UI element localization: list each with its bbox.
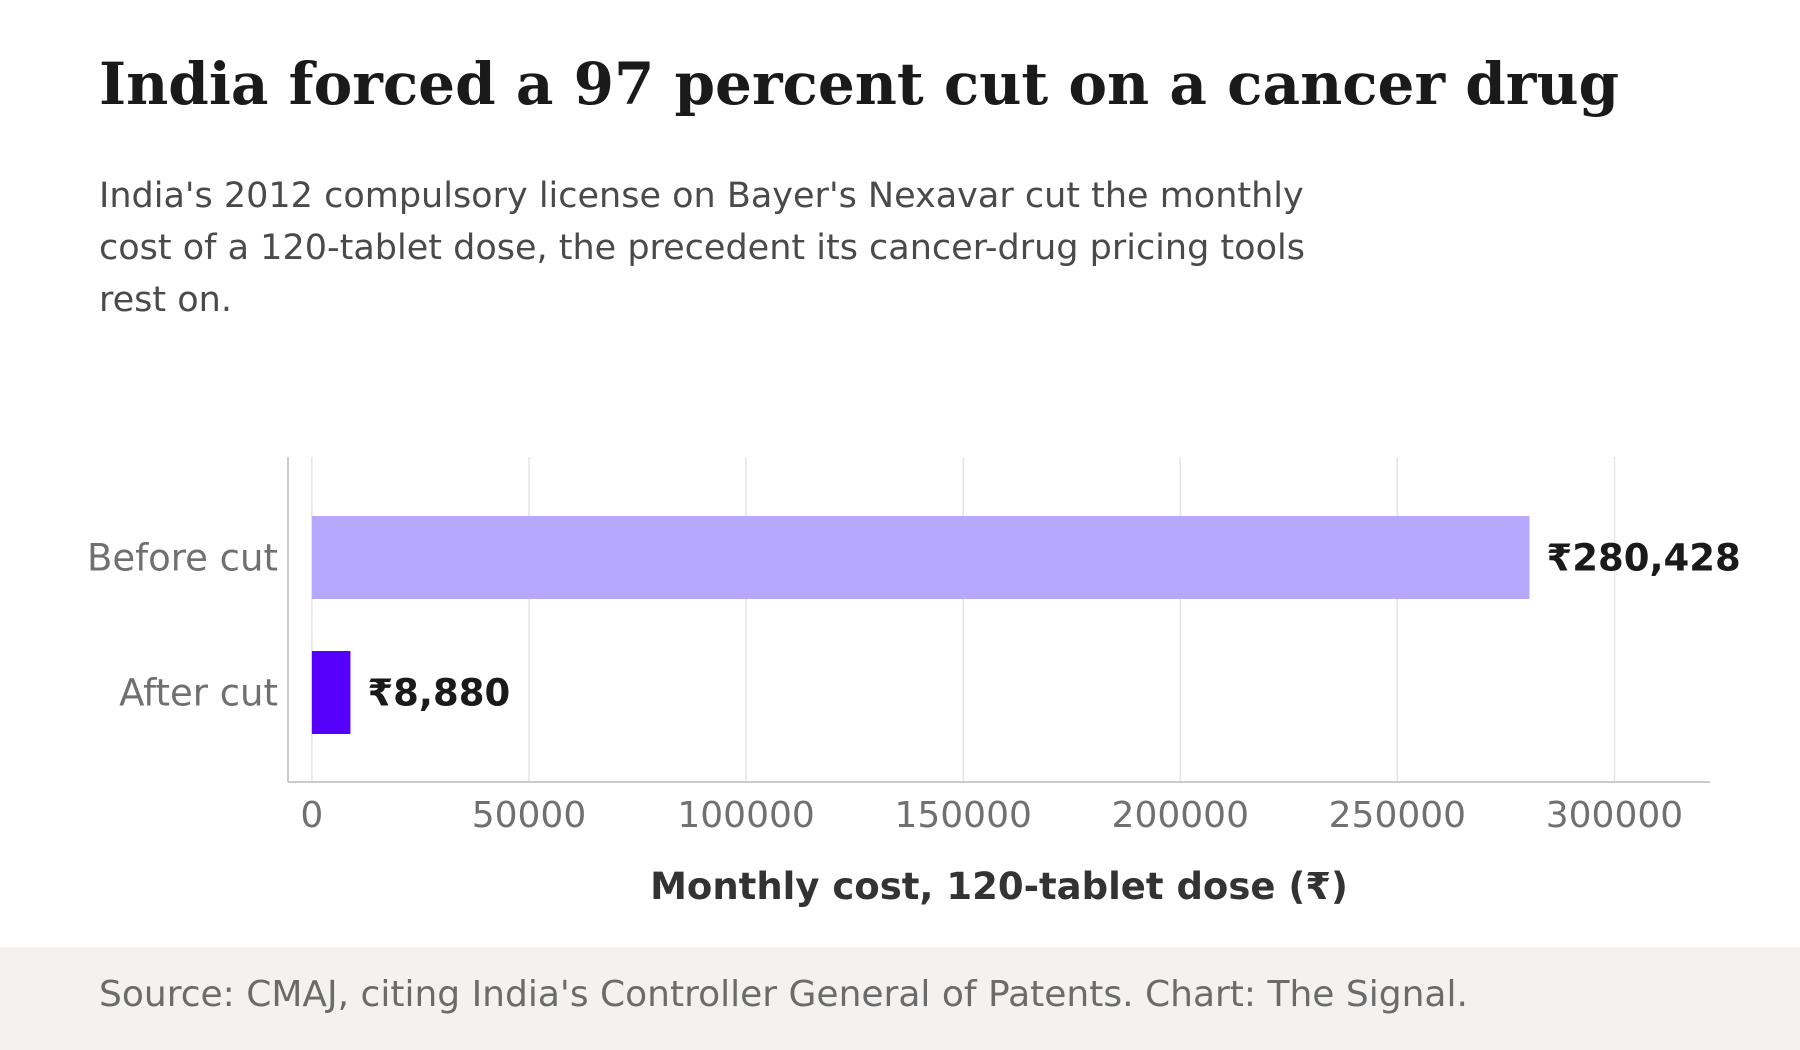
bar-chart: ₹280,428 ₹8,880 0 50000 100000 150000 200000 2…: [87, 457, 1741, 908]
y-category-label: Before cut: [87, 537, 278, 580]
x-tick-label: 200000: [1112, 795, 1249, 836]
y-axis-ticks: Before cut After cut: [87, 537, 278, 715]
source-note: Source: CMAJ, citing India's Controller …: [99, 974, 1468, 1015]
x-tick-label: 50000: [472, 795, 587, 836]
bar-value-label: ₹280,428: [1546, 537, 1740, 580]
x-tick-label: 250000: [1329, 795, 1466, 836]
x-tick-label: 0: [300, 795, 323, 836]
bar: [311, 516, 1530, 599]
bars: ₹280,428 ₹8,880: [311, 516, 1741, 734]
footer: Source: CMAJ, citing India's Controller …: [0, 947, 1800, 1050]
x-tick-label: 300000: [1546, 795, 1683, 836]
x-axis-ticks: 0 50000 100000 150000 200000 250000 300000: [300, 795, 1683, 836]
x-axis-title: Monthly cost, 120-tablet dose (₹): [650, 865, 1348, 908]
y-category-label: After cut: [119, 672, 278, 715]
gridlines: [311, 457, 1616, 782]
x-tick-label: 100000: [677, 795, 814, 836]
bar-value-label: ₹8,880: [367, 672, 510, 715]
chart-subtitle: India's 2012 compulsory license on Bayer…: [99, 176, 1305, 320]
x-tick-label: 150000: [894, 795, 1031, 836]
chart-title: India forced a 97 percent cut on a cance…: [99, 50, 1620, 118]
bar: [311, 651, 351, 734]
